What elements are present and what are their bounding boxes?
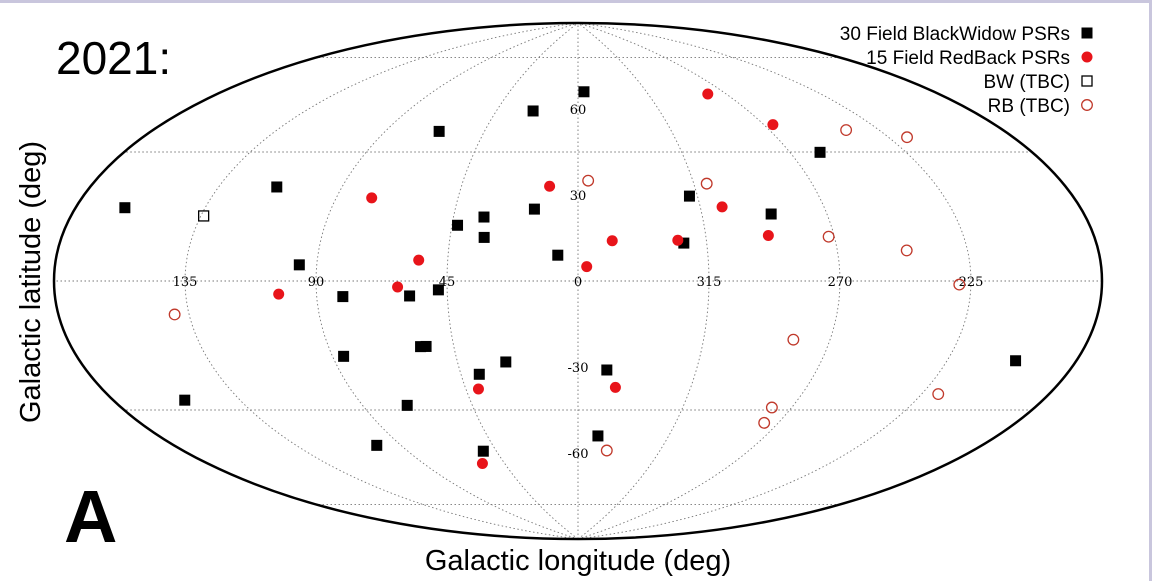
legend-label: 15 Field RedBack PSRs — [866, 48, 1070, 69]
y-tick-label: 30 — [570, 189, 587, 204]
blackwidow-psr-point — [528, 203, 540, 215]
redback-psr-point — [716, 201, 728, 213]
meridian-line — [184, 22, 579, 540]
blackwidow-psr-point — [578, 86, 590, 98]
rb-tbc-point — [787, 333, 800, 346]
x-tick-label: 135 — [173, 275, 198, 290]
rb-tbc-point — [953, 278, 966, 291]
blackwidow-psr-point — [271, 181, 283, 193]
redback-psr-point — [581, 261, 593, 273]
rb-tbc-point — [758, 416, 771, 429]
legend-marker — [1081, 51, 1093, 63]
blackwidow-psr-point — [683, 190, 695, 202]
legend-label: RB (TBC) — [988, 96, 1070, 117]
rb-tbc-point — [901, 131, 913, 144]
blackwidow-psr-point — [293, 259, 305, 271]
window-right-border — [1149, 0, 1152, 581]
redback-psr-point — [606, 235, 618, 247]
x-tick-label: 225 — [959, 275, 984, 290]
legend-marker — [1081, 27, 1093, 39]
plot-outline — [52, 21, 1104, 541]
legend-label: 30 Field BlackWidow PSRs — [840, 24, 1070, 45]
rb-tbc-point — [932, 388, 945, 401]
redback-psr-point — [472, 383, 484, 395]
redback-psr-point — [273, 288, 285, 300]
rb-tbc-point — [900, 244, 913, 257]
rb-tbc-point — [168, 308, 181, 321]
meridian-line — [446, 22, 579, 540]
rb-tbc-point — [600, 444, 613, 457]
blackwidow-psr-point — [601, 364, 613, 376]
y-tick-label: 60 — [570, 103, 587, 118]
blackwidow-psr-point — [1010, 355, 1022, 367]
blackwidow-psr-point — [338, 350, 350, 362]
redback-psr-point — [762, 229, 774, 241]
meridian-line — [577, 22, 972, 540]
meridian-line — [577, 22, 841, 540]
data-points — [119, 86, 1022, 470]
rb-tbc-point — [765, 401, 778, 414]
redback-psr-point — [476, 458, 488, 470]
panel-label: A — [64, 475, 117, 558]
year-annotation: 2021: — [56, 32, 171, 84]
blackwidow-psr-point — [415, 341, 427, 353]
redback-psr-point — [366, 192, 378, 204]
rb-tbc-point — [582, 174, 595, 187]
blackwidow-psr-point — [433, 125, 445, 137]
blackwidow-psr-point — [452, 219, 464, 231]
blackwidow-psr-point — [179, 394, 191, 406]
blackwidow-psr-point — [765, 208, 777, 220]
redback-psr-point — [702, 88, 714, 100]
x-tick-label: 270 — [828, 275, 853, 290]
rb-tbc-point — [700, 177, 713, 190]
window-top-border — [0, 0, 1152, 3]
redback-psr-point — [413, 254, 425, 266]
legend-marker — [1081, 75, 1093, 87]
y-tick-label: -60 — [568, 447, 589, 462]
blackwidow-psr-point — [432, 284, 444, 296]
legend-marker — [1081, 99, 1093, 111]
blackwidow-psr-point — [401, 399, 413, 411]
blackwidow-psr-point — [371, 439, 383, 451]
blackwidow-psr-point — [119, 202, 131, 214]
blackwidow-psr-point — [478, 231, 490, 243]
rb-tbc-point — [822, 230, 835, 243]
y-axis-title: Galactic latitude (deg) — [15, 141, 47, 423]
blackwidow-psr-point — [473, 368, 485, 380]
blackwidow-psr-point — [420, 340, 432, 352]
legend-label: BW (TBC) — [983, 72, 1070, 93]
y-tick-label: -30 — [568, 361, 589, 376]
redback-psr-point — [544, 180, 556, 192]
x-tick-label: 0 — [574, 275, 582, 290]
blackwidow-psr-point — [678, 237, 690, 249]
blackwidow-psr-point — [500, 356, 512, 368]
blackwidow-psr-point — [814, 146, 826, 158]
blackwidow-psr-point — [552, 249, 564, 261]
redback-psr-point — [672, 234, 684, 246]
blackwidow-psr-point — [404, 290, 416, 302]
blackwidow-psr-point — [477, 445, 489, 457]
x-axis-title: Galactic longitude (deg) — [425, 545, 731, 577]
blackwidow-psr-point — [337, 291, 349, 303]
x-tick-label: 315 — [697, 275, 722, 290]
x-tick-label: 90 — [308, 275, 325, 290]
blackwidow-psr-point — [527, 105, 539, 117]
blackwidow-psr-point — [478, 211, 490, 223]
legend: 30 Field BlackWidow PSRs 15 Field RedBack… — [840, 24, 1093, 117]
blackwidow-psr-point — [592, 430, 604, 442]
redback-psr-point — [392, 281, 404, 293]
rb-tbc-point — [840, 124, 853, 137]
redback-psr-point — [767, 119, 779, 131]
redback-psr-point — [609, 381, 621, 393]
bw-tbc-point — [197, 210, 210, 222]
meridian-line — [315, 22, 579, 540]
graticule — [54, 22, 1102, 540]
